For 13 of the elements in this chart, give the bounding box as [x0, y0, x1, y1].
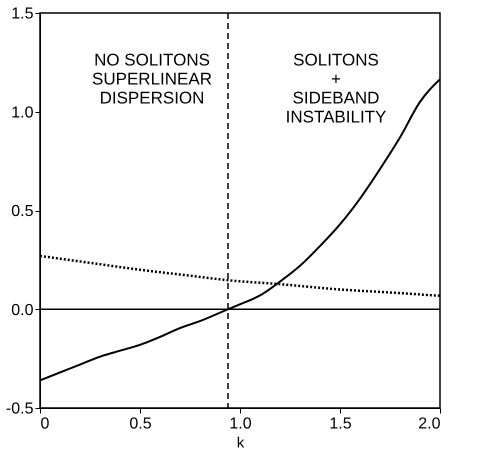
y-tick-label: 0.5 [11, 203, 34, 220]
y-tick-label: -0.5 [6, 400, 34, 418]
x-tick-label: 1.5 [329, 416, 352, 432]
annotation: SOLITONS + SIDEBAND INSTABILITY [286, 50, 386, 126]
y-tick-label: 1.0 [11, 104, 34, 122]
x-tick-label: 1.0 [229, 416, 252, 432]
y-tick-label: 1.5 [11, 6, 34, 22]
x-tick-label: 2.0 [418, 416, 441, 432]
x-axis-title: k [236, 434, 245, 452]
y-tick-label: 0.0 [11, 302, 34, 319]
annotation: NO SOLITONS SUPERLINEAR DISPERSION [92, 50, 212, 108]
x-tick-label: 0.5 [129, 416, 152, 432]
x-tick-label: 0 [40, 416, 50, 432]
